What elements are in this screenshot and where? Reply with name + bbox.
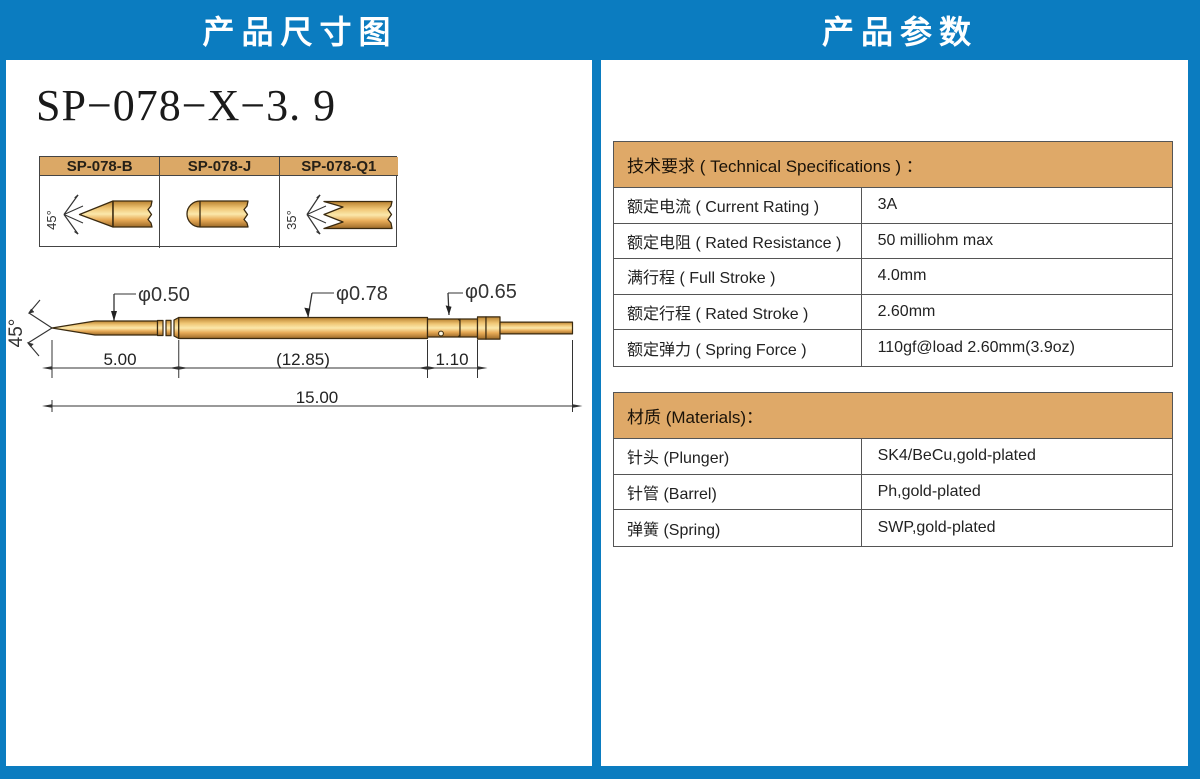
svg-text:φ0.65: φ0.65 [465,281,517,303]
svg-text:1.10: 1.10 [435,350,468,369]
svg-text:45°: 45° [6,319,27,348]
svg-text:15.00: 15.00 [296,388,339,407]
svg-text:φ0.50: φ0.50 [138,284,190,306]
svg-text:(12.85): (12.85) [276,350,330,369]
svg-text:φ0.78: φ0.78 [336,283,388,305]
svg-text:5.00: 5.00 [103,350,136,369]
